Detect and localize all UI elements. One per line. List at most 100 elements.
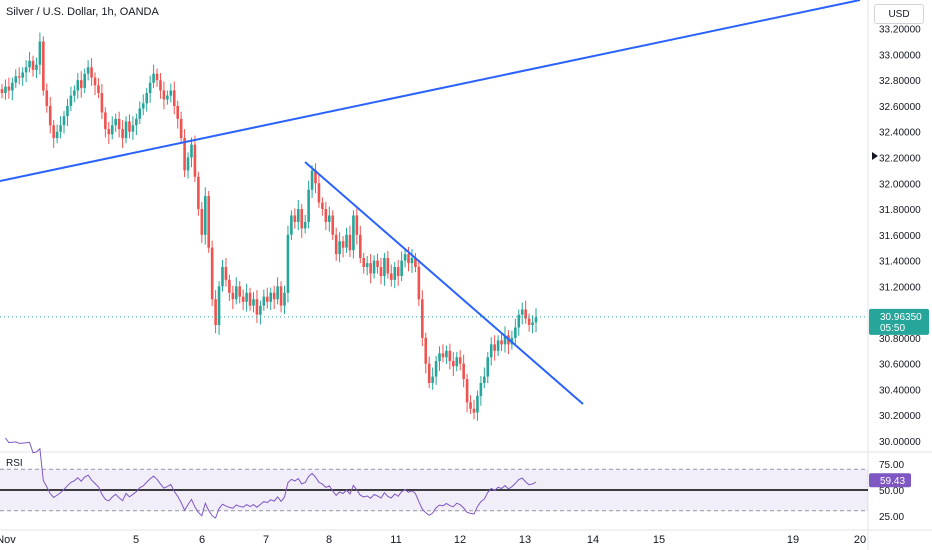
candle-body bbox=[245, 292, 248, 302]
candle-body bbox=[341, 241, 345, 248]
candle-body bbox=[200, 209, 204, 235]
candle-body bbox=[286, 234, 290, 293]
time-tick-label: 5 bbox=[133, 534, 139, 546]
candle-body bbox=[152, 73, 155, 83]
price-tick-label: 30.60000 bbox=[879, 360, 921, 371]
candle-body bbox=[93, 77, 97, 86]
candles bbox=[0, 32, 538, 421]
candle-body bbox=[183, 138, 186, 171]
rsi-tick-label: 25.00 bbox=[879, 512, 904, 523]
candle-body bbox=[296, 209, 300, 222]
candle-body bbox=[238, 286, 242, 297]
candle-body bbox=[190, 144, 193, 158]
candle-body bbox=[327, 215, 331, 222]
falling-trendline bbox=[304, 161, 584, 405]
candle-body bbox=[331, 215, 335, 235]
time-tick-label: 11 bbox=[390, 534, 401, 546]
candle-body bbox=[486, 357, 490, 377]
candle-body bbox=[114, 118, 117, 126]
candle-body bbox=[52, 125, 55, 139]
candle-body bbox=[383, 257, 386, 277]
candle-body bbox=[203, 196, 207, 235]
rsi-tick-label: 50.00 bbox=[879, 486, 904, 497]
candle-body bbox=[0, 89, 4, 94]
price-tick-label: 33.00000 bbox=[879, 50, 921, 61]
candle-body bbox=[234, 286, 238, 300]
candle-body bbox=[214, 299, 217, 326]
candle-body bbox=[307, 189, 310, 222]
candle-body bbox=[314, 170, 317, 184]
price-tick-label: 30.40000 bbox=[879, 385, 921, 396]
candle-body bbox=[207, 196, 211, 248]
candle-body bbox=[455, 357, 459, 367]
candle-body bbox=[496, 340, 500, 351]
rising-trendline bbox=[0, 0, 861, 182]
current-price-badge bbox=[869, 308, 929, 335]
candle-body bbox=[431, 376, 434, 383]
rsi-value-badge bbox=[869, 473, 911, 488]
axis-marker-icon bbox=[872, 152, 878, 160]
candle-body bbox=[66, 105, 69, 117]
candle-body bbox=[86, 67, 90, 74]
price-tick-label: 32.80000 bbox=[879, 76, 921, 87]
candle-body bbox=[531, 322, 534, 326]
candle-body bbox=[69, 95, 73, 106]
candle-body bbox=[365, 263, 369, 268]
candle-body bbox=[166, 95, 169, 100]
candle-body bbox=[310, 170, 314, 190]
candle-body bbox=[390, 273, 393, 280]
rsi-line bbox=[5, 437, 537, 519]
candle-body bbox=[179, 118, 183, 139]
candle-body bbox=[358, 234, 362, 258]
candle-body bbox=[458, 357, 462, 364]
candle-body bbox=[393, 267, 397, 280]
candle-body bbox=[224, 267, 228, 280]
price-axis: 33.20000 33.00000 32.80000 32.60000 32.40000… bbox=[872, 25, 921, 523]
candle-body bbox=[193, 144, 197, 177]
candle-body bbox=[4, 86, 7, 94]
candle-body bbox=[97, 85, 100, 94]
candle-body bbox=[321, 202, 324, 210]
candle-body bbox=[221, 267, 224, 287]
candle-body bbox=[269, 292, 273, 302]
candle-body bbox=[465, 379, 469, 403]
candle-body bbox=[162, 90, 166, 100]
candle-body bbox=[276, 286, 279, 300]
candle-body bbox=[141, 103, 145, 109]
candle-body bbox=[241, 296, 245, 302]
candle-body bbox=[376, 260, 379, 268]
candle-body bbox=[83, 73, 86, 88]
candle-body bbox=[520, 309, 524, 315]
candle-body bbox=[73, 90, 76, 96]
candle-body bbox=[293, 215, 297, 222]
candle-body bbox=[424, 337, 428, 364]
candle-body bbox=[476, 395, 479, 413]
candle-body bbox=[441, 353, 445, 358]
candle-body bbox=[210, 247, 214, 300]
price-tick-label: 32.40000 bbox=[879, 128, 921, 139]
candle-body bbox=[59, 125, 62, 132]
candle-body bbox=[427, 363, 431, 383]
candle-body bbox=[362, 257, 366, 268]
candle-body bbox=[231, 292, 235, 300]
candle-body bbox=[76, 80, 80, 91]
candle-body bbox=[503, 335, 507, 345]
candle-body bbox=[259, 305, 262, 315]
candle-body bbox=[345, 234, 348, 248]
time-tick-label: 6 bbox=[199, 534, 205, 546]
candle-body bbox=[28, 60, 31, 68]
time-tick-label: 7 bbox=[263, 534, 269, 546]
candle-body bbox=[369, 263, 372, 274]
candle-body bbox=[79, 80, 83, 88]
price-tick-label: 31.80000 bbox=[879, 205, 921, 216]
time-axis: Nov 5 6 7 8 11 12 13 14 15 19 20 bbox=[0, 534, 866, 546]
current-price-value: 30.96350 bbox=[880, 312, 922, 323]
candle-body bbox=[217, 286, 221, 326]
candle-body bbox=[42, 41, 45, 91]
currency-selector[interactable]: USD bbox=[874, 4, 924, 24]
candle-body bbox=[100, 93, 104, 113]
time-tick-label: 13 bbox=[519, 534, 531, 546]
price-tick-label: 30.00000 bbox=[879, 437, 921, 448]
candle-body bbox=[524, 309, 527, 319]
